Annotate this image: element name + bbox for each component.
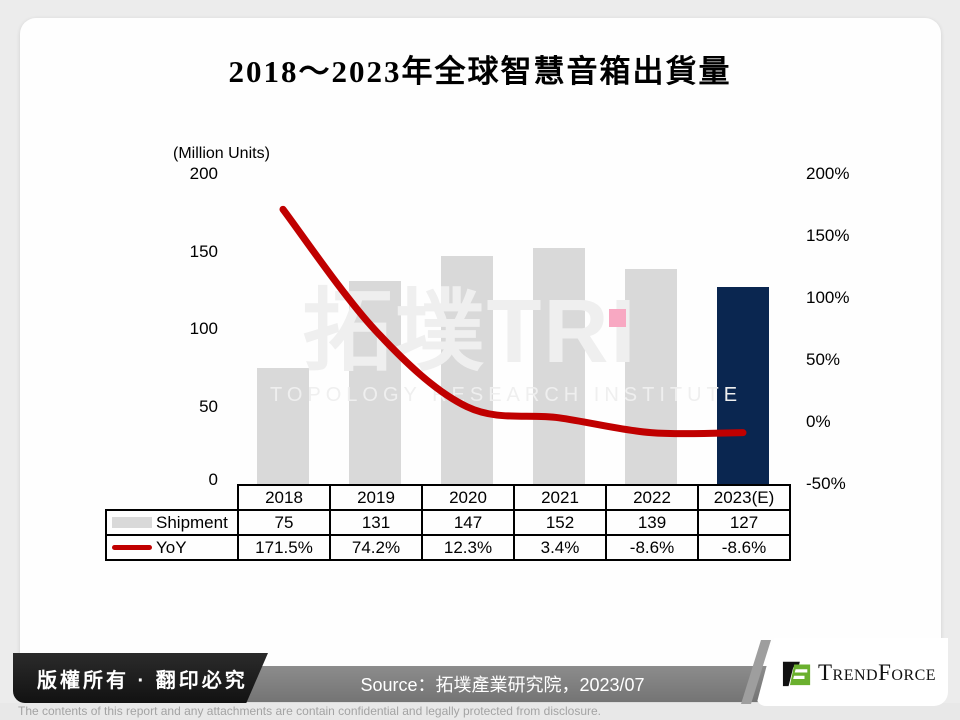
yoy-value-cell: 74.2% bbox=[329, 534, 423, 561]
right-axis-tick: 50% bbox=[806, 350, 841, 369]
shipment-value-cell: 152 bbox=[513, 509, 607, 536]
chart-title: 2018～2023年全球智慧音箱出貨量 bbox=[228, 54, 732, 89]
copyright-badge: 版權所有 · 翻印必究 bbox=[13, 653, 268, 703]
left-axis-tick: 0 bbox=[208, 470, 218, 489]
table-row-yoy: YoY 171.5% 74.2% 12.3% 3.4% -8.6% -8.6% bbox=[105, 534, 791, 561]
copyright-text: 版權所有 · 翻印必究 bbox=[37, 669, 248, 692]
year-cell: 2018 bbox=[237, 484, 331, 511]
bar-2020 bbox=[441, 256, 493, 484]
shipment-value-cell: 139 bbox=[605, 509, 699, 536]
disclaimer-strip: The contents of this report and any atta… bbox=[0, 703, 960, 720]
source-text: Source：拓墣產業研究院，2023/07 bbox=[360, 675, 645, 695]
shipment-value-cell: 127 bbox=[697, 509, 791, 536]
bar-2022 bbox=[625, 268, 677, 484]
year-cell: 2022 bbox=[605, 484, 699, 511]
yoy-value-cell: -8.6% bbox=[697, 534, 791, 561]
disclaimer-text: The contents of this report and any atta… bbox=[18, 704, 601, 718]
trendforce-logo: TrendForce bbox=[756, 657, 936, 687]
left-axis-tick: 150 bbox=[189, 242, 218, 261]
bar-2023(E) bbox=[717, 287, 769, 484]
yoy-value-cell: 12.3% bbox=[421, 534, 515, 561]
bar-2018 bbox=[257, 367, 309, 484]
trendforce-logo-icon bbox=[782, 661, 811, 687]
legend-cell-yoy: YoY bbox=[105, 534, 239, 561]
shipment-legend-label: Shipment bbox=[156, 513, 228, 532]
bar-2019 bbox=[349, 280, 401, 484]
table-corner-cell bbox=[106, 485, 238, 510]
yoy-value-cell: 3.4% bbox=[513, 534, 607, 561]
yoy-legend-label: YoY bbox=[156, 538, 187, 557]
shipment-value-cell: 147 bbox=[421, 509, 515, 536]
table-row-shipment: Shipment 75 131 147 152 139 127 bbox=[105, 509, 791, 536]
data-table: 2018 2019 2020 2021 2022 2023(E) Shipmen… bbox=[105, 484, 791, 561]
left-axis-tick: 100 bbox=[189, 319, 218, 338]
shipment-value-cell: 75 bbox=[237, 509, 331, 536]
yoy-value-cell: 171.5% bbox=[237, 534, 331, 561]
left-axis-unit-label: (Million Units) bbox=[173, 145, 270, 162]
year-cell: 2020 bbox=[421, 484, 515, 511]
trendforce-brand-name: TrendForce bbox=[818, 659, 937, 685]
bar-2021 bbox=[533, 248, 585, 484]
year-cell: 2023(E) bbox=[697, 484, 791, 511]
right-axis-tick: 150% bbox=[806, 226, 850, 245]
year-cell: 2019 bbox=[329, 484, 423, 511]
pink-marker bbox=[609, 309, 626, 327]
right-axis-tick: -50% bbox=[806, 474, 846, 493]
yoy-value-cell: -8.6% bbox=[605, 534, 699, 561]
shipment-legend-swatch-icon bbox=[112, 517, 152, 528]
right-axis-tick: 0% bbox=[806, 412, 831, 431]
shipment-value-cell: 131 bbox=[329, 509, 423, 536]
left-axis-tick: 50 bbox=[199, 397, 218, 416]
yoy-legend-line-icon bbox=[112, 545, 152, 550]
trendforce-logo-plate: TrendForce bbox=[756, 638, 948, 706]
right-axis-tick: 100% bbox=[806, 288, 850, 307]
table-row-years: 2018 2019 2020 2021 2022 2023(E) bbox=[106, 484, 791, 511]
legend-cell-shipment: Shipment bbox=[105, 509, 239, 536]
right-axis-tick: 200% bbox=[806, 164, 850, 183]
left-axis-tick: 200 bbox=[189, 164, 218, 183]
year-cell: 2021 bbox=[513, 484, 607, 511]
